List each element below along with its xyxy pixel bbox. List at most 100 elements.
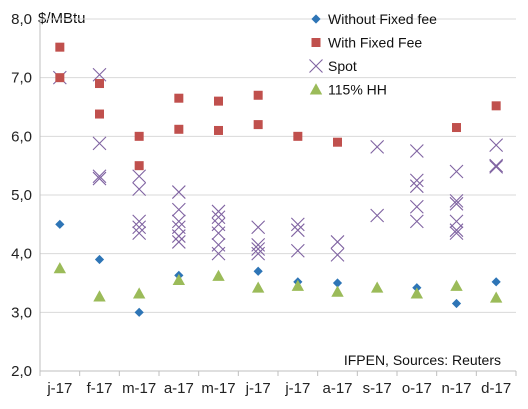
data-point bbox=[293, 131, 303, 141]
data-point bbox=[94, 254, 105, 265]
data-point bbox=[333, 137, 342, 147]
data-point bbox=[212, 269, 225, 281]
data-point bbox=[132, 169, 147, 184]
data-point bbox=[451, 298, 462, 309]
x-tick-label: s-17 bbox=[363, 380, 392, 397]
data-point bbox=[211, 204, 226, 219]
data-point bbox=[174, 124, 184, 134]
data-point bbox=[370, 281, 384, 293]
legend-label: Spot bbox=[328, 58, 357, 74]
data-point bbox=[489, 158, 504, 173]
series-without-fixed-fee bbox=[55, 219, 501, 317]
data-point bbox=[132, 287, 146, 299]
legend-entry: Spot bbox=[309, 58, 357, 74]
data-point bbox=[449, 193, 464, 208]
data-point bbox=[134, 131, 144, 141]
x-tick-label: a-17 bbox=[164, 380, 194, 397]
axis-layer: 2,0 3,0 4,0 5,0 6,0 7,0 8,0 j-17 f-17 m-17 a-17 m-1… bbox=[11, 11, 517, 397]
data-point bbox=[409, 179, 424, 194]
data-point bbox=[92, 136, 107, 151]
data-marks bbox=[52, 42, 504, 317]
data-point bbox=[370, 140, 385, 154]
series-spot bbox=[52, 67, 504, 262]
data-point bbox=[134, 307, 144, 317]
data-point bbox=[409, 214, 424, 229]
y-tick-label: 6,0 bbox=[11, 128, 32, 145]
data-point bbox=[93, 290, 106, 302]
data-point bbox=[174, 93, 184, 103]
data-point bbox=[253, 120, 263, 130]
data-point bbox=[489, 138, 504, 153]
legend-label: With Fixed Fee bbox=[328, 35, 422, 51]
data-point bbox=[450, 279, 463, 291]
data-point bbox=[211, 210, 226, 225]
data-point bbox=[132, 226, 147, 241]
data-point bbox=[253, 90, 263, 100]
legend-marker bbox=[309, 83, 323, 95]
data-point bbox=[92, 169, 107, 184]
data-point bbox=[491, 277, 501, 287]
data-point bbox=[291, 279, 305, 291]
data-point bbox=[251, 246, 266, 261]
data-point bbox=[330, 247, 345, 262]
data-point bbox=[172, 273, 186, 286]
legend-marker bbox=[311, 14, 321, 24]
data-point bbox=[410, 287, 424, 299]
data-point bbox=[53, 262, 67, 274]
x-tick-label: o-17 bbox=[402, 380, 432, 397]
legend-entry: With Fixed Fee bbox=[311, 35, 422, 51]
x-tick-label: j-17 bbox=[284, 380, 310, 397]
data-point bbox=[290, 243, 305, 258]
data-point bbox=[171, 229, 186, 243]
data-point bbox=[253, 266, 263, 276]
data-point bbox=[134, 161, 144, 171]
legend: Without Fixed fee With Fixed Fee Spot 115% … bbox=[309, 11, 437, 98]
data-point bbox=[95, 109, 104, 119]
x-tick-label: m-17 bbox=[122, 380, 156, 397]
data-point bbox=[370, 208, 385, 223]
series-with-fixed-fee bbox=[55, 42, 501, 171]
series-115-hh bbox=[53, 262, 503, 303]
y-tick-label: 7,0 bbox=[11, 70, 32, 87]
x-tick-label: m-17 bbox=[201, 380, 235, 397]
data-point bbox=[171, 202, 186, 217]
x-tick-label: j-17 bbox=[46, 380, 72, 397]
legend-entry: Without Fixed fee bbox=[311, 11, 437, 27]
data-point bbox=[489, 159, 504, 174]
data-point bbox=[409, 199, 424, 214]
legend-marker bbox=[309, 59, 323, 73]
data-point bbox=[251, 220, 266, 235]
x-tick-label: d-17 bbox=[481, 380, 511, 397]
data-point bbox=[449, 226, 464, 241]
legend-marker bbox=[311, 38, 321, 47]
data-point bbox=[171, 235, 186, 249]
data-point bbox=[449, 196, 464, 211]
y-tick-label: 8,0 bbox=[11, 11, 32, 28]
x-tick-label: n-17 bbox=[441, 380, 471, 397]
data-point bbox=[449, 223, 464, 238]
data-point bbox=[409, 173, 424, 188]
data-point bbox=[55, 73, 65, 83]
data-point bbox=[132, 214, 147, 229]
data-point bbox=[214, 125, 223, 135]
legend-label: Without Fixed fee bbox=[328, 11, 437, 27]
source-annotation: IFPEN, Sources: Reuters bbox=[344, 352, 501, 368]
data-point bbox=[491, 101, 501, 111]
x-tick-label: j-17 bbox=[245, 380, 271, 397]
data-point bbox=[171, 185, 186, 199]
data-point bbox=[290, 217, 305, 232]
y-tick-label: 5,0 bbox=[11, 187, 32, 204]
data-point bbox=[331, 285, 344, 297]
grid-layer bbox=[40, 18, 516, 313]
data-point bbox=[55, 219, 65, 229]
data-point bbox=[251, 242, 266, 256]
data-point bbox=[211, 226, 226, 241]
data-point bbox=[489, 291, 503, 303]
data-point bbox=[409, 144, 424, 158]
y-tick-label: 2,0 bbox=[11, 363, 32, 380]
data-point bbox=[132, 220, 147, 235]
data-point bbox=[95, 79, 104, 89]
data-point bbox=[132, 182, 147, 197]
